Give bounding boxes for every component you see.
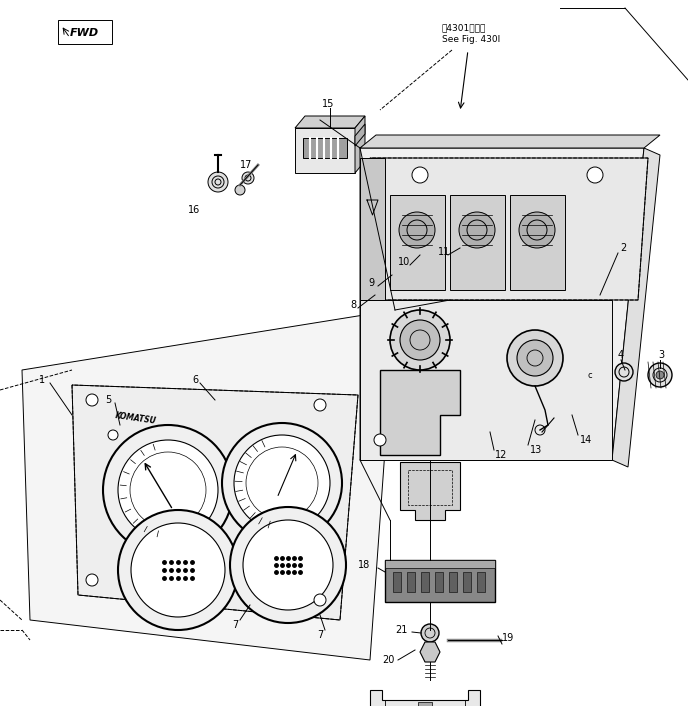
Bar <box>463 572 471 592</box>
Circle shape <box>615 363 633 381</box>
Polygon shape <box>72 385 358 620</box>
Circle shape <box>208 172 228 192</box>
Text: 16: 16 <box>188 205 200 215</box>
Bar <box>385 560 495 602</box>
Text: See Fig. 430I: See Fig. 430I <box>442 35 500 44</box>
Text: 2: 2 <box>620 243 626 253</box>
Circle shape <box>230 507 346 623</box>
Polygon shape <box>400 462 460 520</box>
Text: 7: 7 <box>317 630 323 640</box>
Polygon shape <box>450 195 505 290</box>
Text: 13: 13 <box>530 445 542 455</box>
Polygon shape <box>295 128 355 173</box>
Circle shape <box>421 624 439 642</box>
Text: FWD: FWD <box>70 28 99 38</box>
Bar <box>385 560 495 568</box>
Polygon shape <box>612 148 660 467</box>
Text: 7: 7 <box>232 620 238 630</box>
Circle shape <box>507 330 563 386</box>
Circle shape <box>390 310 450 370</box>
Text: KOMATSU: KOMATSU <box>115 411 158 425</box>
Polygon shape <box>380 370 460 455</box>
Polygon shape <box>355 116 365 173</box>
Circle shape <box>118 510 238 630</box>
Polygon shape <box>510 195 565 290</box>
Bar <box>418 702 432 706</box>
Circle shape <box>400 320 440 360</box>
Bar <box>477 572 485 592</box>
Circle shape <box>86 574 98 586</box>
Polygon shape <box>370 158 648 300</box>
Polygon shape <box>295 116 365 128</box>
Circle shape <box>519 212 555 248</box>
Bar <box>435 572 443 592</box>
Bar <box>449 572 457 592</box>
Circle shape <box>242 172 254 184</box>
Text: 15: 15 <box>322 99 334 109</box>
Circle shape <box>459 212 495 248</box>
Circle shape <box>103 425 233 555</box>
Text: 3: 3 <box>658 350 664 360</box>
Circle shape <box>222 423 342 543</box>
Text: 8: 8 <box>350 300 356 310</box>
Text: 1: 1 <box>39 375 45 385</box>
Circle shape <box>399 212 435 248</box>
Text: c: c <box>588 371 592 380</box>
Circle shape <box>314 399 326 411</box>
Text: 5: 5 <box>105 395 111 405</box>
Circle shape <box>118 440 218 540</box>
Text: 11: 11 <box>438 247 450 257</box>
Bar <box>407 572 415 592</box>
Polygon shape <box>360 300 612 460</box>
Circle shape <box>517 340 553 376</box>
Polygon shape <box>360 135 660 148</box>
Text: 9: 9 <box>368 278 374 288</box>
Circle shape <box>587 167 603 183</box>
Circle shape <box>131 523 225 617</box>
Text: 12: 12 <box>495 450 507 460</box>
Text: 10: 10 <box>398 257 410 267</box>
Bar <box>385 700 465 706</box>
Text: 17: 17 <box>240 160 252 170</box>
Bar <box>393 572 401 592</box>
Circle shape <box>243 520 333 610</box>
Text: 4: 4 <box>618 350 624 360</box>
Polygon shape <box>360 158 385 300</box>
Polygon shape <box>390 195 445 290</box>
Text: 14: 14 <box>580 435 592 445</box>
Circle shape <box>412 167 428 183</box>
Text: 21: 21 <box>396 625 408 635</box>
Circle shape <box>234 435 330 531</box>
Polygon shape <box>355 124 365 146</box>
Text: 19: 19 <box>502 633 514 643</box>
Polygon shape <box>22 310 395 660</box>
Circle shape <box>235 185 245 195</box>
Bar <box>303 138 347 158</box>
Circle shape <box>374 434 386 446</box>
Text: 6: 6 <box>192 375 198 385</box>
Circle shape <box>86 394 98 406</box>
Text: 笥4301図参照: 笥4301図参照 <box>442 23 486 32</box>
Text: 20: 20 <box>383 655 395 665</box>
Circle shape <box>648 363 672 387</box>
Circle shape <box>108 430 118 440</box>
Bar <box>408 470 452 505</box>
Bar <box>421 572 429 592</box>
Polygon shape <box>360 148 644 460</box>
Polygon shape <box>420 642 440 662</box>
Text: 18: 18 <box>358 560 370 570</box>
Polygon shape <box>370 690 480 706</box>
Circle shape <box>314 594 326 606</box>
Circle shape <box>656 371 664 379</box>
